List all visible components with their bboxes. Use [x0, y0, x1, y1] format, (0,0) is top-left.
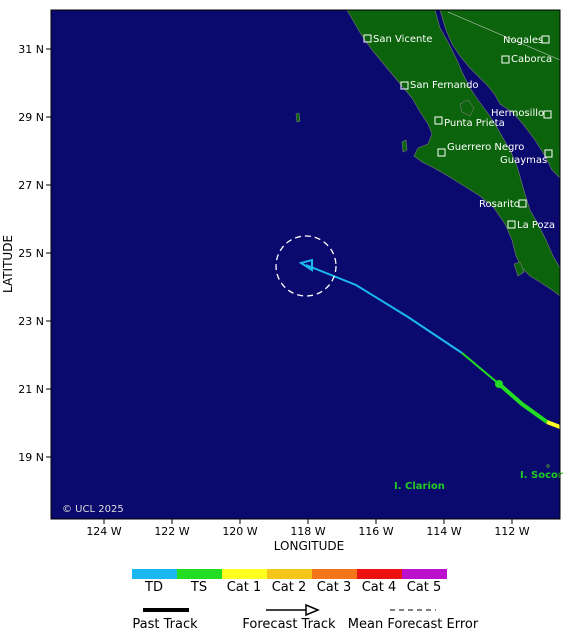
y-axis-title: LATITUDE	[1, 235, 15, 293]
legend-swatch-cat5	[402, 569, 447, 579]
city-label-guerrero-negro: Guerrero Negro	[447, 142, 524, 153]
mean-error-label: Mean Forecast Error	[348, 617, 479, 632]
guadalupe-island	[295, 112, 301, 123]
lat-tick-label: 31 N	[18, 43, 44, 56]
mexico-border	[447, 11, 561, 61]
city-marker-rosarito	[518, 199, 527, 208]
legend-swatch-td	[132, 569, 177, 579]
legend-label-ts: TS	[190, 580, 207, 595]
lon-tick-label: 124 W	[86, 525, 121, 538]
lat-tick-label: 21 N	[18, 383, 44, 396]
track-segment-ts	[461, 352, 500, 385]
city-label-guaymas: Guaymas	[500, 155, 547, 166]
copyright: © UCL 2025	[62, 504, 124, 515]
ocean-area	[51, 10, 560, 519]
lon-tick-label: 116 W	[358, 525, 393, 538]
legend-label-td: TD	[144, 580, 163, 595]
island-label-clarion: I. Clarion	[394, 481, 445, 492]
lon-tick-label: 112 W	[494, 525, 529, 538]
lat-tick-label: 23 N	[18, 315, 44, 328]
city-label-caborca: Caborca	[511, 54, 552, 65]
city-label-san-vicente: San Vicente	[373, 34, 432, 45]
city-label-la-poza: La Poza	[517, 220, 555, 231]
land-masses	[295, 9, 561, 297]
track-legend: Past Track Forecast Track Mean Forecast …	[132, 603, 479, 632]
baja-peninsula	[346, 9, 561, 297]
lat-tick-label: 29 N	[18, 111, 44, 124]
track-segment-cat1-past	[546, 420, 561, 429]
city-marker-guerrero-negro	[437, 148, 446, 157]
cedros-island	[401, 139, 408, 153]
forecast-track-label: Forecast Track	[242, 617, 336, 632]
lat-tick-label: 25 N	[18, 247, 44, 260]
lon-tick-label: 122 W	[154, 525, 189, 538]
forecast-arrowhead	[298, 258, 313, 272]
track-segment-ts-past	[497, 382, 549, 424]
longitude-axis: 124 W 122 W 120 W 118 W 116 W 114 W 112 …	[86, 519, 530, 553]
legend-swatch-cat1	[222, 569, 267, 579]
city-label-rosarito: Rosarito	[479, 199, 520, 210]
margarita-island	[513, 261, 525, 277]
city-label-punta-prieta: Punta Prieta	[444, 118, 505, 129]
city-marker-hermosillo	[543, 110, 552, 119]
tiburon-island	[459, 99, 475, 117]
legend-label-cat4: Cat 4	[362, 580, 397, 595]
city-marker-guaymas	[544, 149, 553, 158]
map-frame	[50, 9, 561, 520]
legend-swatch-cat3	[312, 569, 357, 579]
lon-tick-label: 114 W	[426, 525, 461, 538]
lon-tick-label: 118 W	[290, 525, 325, 538]
city-label-hermosillo: Hermosillo	[491, 108, 544, 119]
latitude-axis: 31 N 29 N 27 N 25 N 23 N 21 N 19 N LATIT…	[1, 43, 51, 464]
mainland-mexico	[439, 9, 561, 179]
city-markers: San Vicente Nogales Caborca San Fernando…	[363, 34, 555, 231]
city-marker-san-fernando	[400, 81, 409, 90]
lat-tick-label: 27 N	[18, 179, 44, 192]
city-label-san-fernando: San Fernando	[410, 80, 479, 91]
lat-tick-label: 19 N	[18, 451, 44, 464]
mean-forecast-error-circle	[275, 235, 337, 297]
past-track-label: Past Track	[132, 617, 198, 632]
city-marker-nogales	[541, 35, 550, 44]
city-marker-la-poza	[507, 220, 516, 229]
legend-swatch-cat4	[357, 569, 402, 579]
city-marker-san-vicente	[363, 34, 372, 43]
lon-tick-label: 120 W	[222, 525, 257, 538]
legend-swatch-ts	[177, 569, 222, 579]
city-marker-punta-prieta	[434, 116, 443, 125]
legend-swatch-cat2	[267, 569, 312, 579]
legend-label-cat2: Cat 2	[272, 580, 307, 595]
current-position-marker	[495, 380, 503, 388]
storm-track	[275, 235, 561, 429]
forecast-arrow-icon	[305, 603, 320, 617]
city-label-nogales: Nogales	[503, 35, 543, 46]
legend-label-cat5: Cat 5	[407, 580, 442, 595]
socorro-island	[546, 464, 550, 468]
legend-label-cat1: Cat 1	[227, 580, 262, 595]
x-axis-title: LONGITUDE	[274, 539, 344, 553]
city-marker-caborca	[501, 55, 510, 64]
track-segment-td	[305, 264, 463, 354]
island-label-socorro: I. Socor	[520, 470, 563, 481]
legend-label-cat3: Cat 3	[317, 580, 352, 595]
category-legend: TD TS Cat 1 Cat 2 Cat 3 Cat 4 Cat 5	[132, 569, 447, 595]
